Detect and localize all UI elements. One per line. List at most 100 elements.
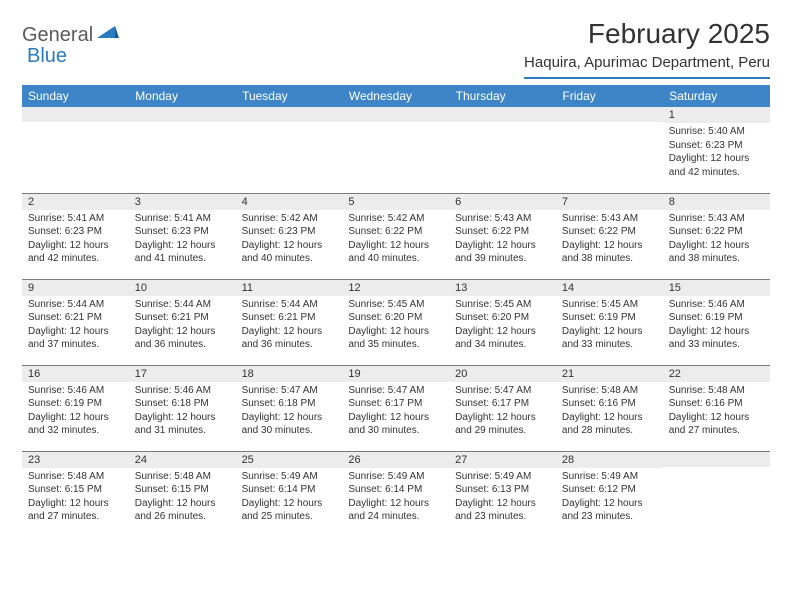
day-number (449, 107, 556, 122)
title-block: February 2025 Haquira, Apurimac Departme… (524, 18, 770, 79)
day-number: 17 (129, 366, 236, 382)
calendar-day-cell: 20Sunrise: 5:47 AMSunset: 6:17 PMDayligh… (449, 365, 556, 451)
brand-mark-icon (97, 24, 119, 47)
sunset-text: Sunset: 6:20 PM (455, 311, 550, 325)
calendar-day-cell: 17Sunrise: 5:46 AMSunset: 6:18 PMDayligh… (129, 365, 236, 451)
calendar-day-cell: 11Sunrise: 5:44 AMSunset: 6:21 PMDayligh… (236, 279, 343, 365)
day-number: 15 (663, 280, 770, 296)
day-number (556, 107, 663, 122)
month-title: February 2025 (524, 18, 770, 50)
calendar-week-row: 1Sunrise: 5:40 AMSunset: 6:23 PMDaylight… (22, 107, 770, 193)
calendar-body: 1Sunrise: 5:40 AMSunset: 6:23 PMDaylight… (22, 107, 770, 537)
brand-part1: General (22, 24, 93, 47)
daylight-text: Daylight: 12 hours and 38 minutes. (562, 239, 657, 266)
sunset-text: Sunset: 6:20 PM (348, 311, 443, 325)
sunrise-text: Sunrise: 5:49 AM (348, 470, 443, 484)
day-number: 16 (22, 366, 129, 382)
weekday-header: Sunday (22, 85, 129, 107)
sunset-text: Sunset: 6:21 PM (135, 311, 230, 325)
calendar-day-cell (449, 107, 556, 193)
day-info: Sunrise: 5:45 AMSunset: 6:19 PMDaylight:… (556, 296, 663, 356)
daylight-text: Daylight: 12 hours and 38 minutes. (669, 239, 764, 266)
daylight-text: Daylight: 12 hours and 31 minutes. (135, 411, 230, 438)
day-info: Sunrise: 5:43 AMSunset: 6:22 PMDaylight:… (663, 210, 770, 270)
day-number: 20 (449, 366, 556, 382)
sunrise-text: Sunrise: 5:44 AM (135, 298, 230, 312)
calendar-day-cell: 13Sunrise: 5:45 AMSunset: 6:20 PMDayligh… (449, 279, 556, 365)
day-info: Sunrise: 5:40 AMSunset: 6:23 PMDaylight:… (663, 123, 770, 183)
sunset-text: Sunset: 6:14 PM (348, 483, 443, 497)
day-number: 10 (129, 280, 236, 296)
sunrise-text: Sunrise: 5:40 AM (669, 125, 764, 139)
day-number (342, 107, 449, 122)
sunrise-text: Sunrise: 5:48 AM (28, 470, 123, 484)
daylight-text: Daylight: 12 hours and 30 minutes. (348, 411, 443, 438)
calendar-day-cell: 18Sunrise: 5:47 AMSunset: 6:18 PMDayligh… (236, 365, 343, 451)
calendar-day-cell: 6Sunrise: 5:43 AMSunset: 6:22 PMDaylight… (449, 193, 556, 279)
sunrise-text: Sunrise: 5:48 AM (135, 470, 230, 484)
day-info: Sunrise: 5:49 AMSunset: 6:12 PMDaylight:… (556, 468, 663, 528)
day-number (22, 107, 129, 122)
day-info: Sunrise: 5:43 AMSunset: 6:22 PMDaylight:… (449, 210, 556, 270)
calendar-day-cell (556, 107, 663, 193)
day-number: 18 (236, 366, 343, 382)
sunrise-text: Sunrise: 5:46 AM (135, 384, 230, 398)
sunset-text: Sunset: 6:23 PM (669, 139, 764, 153)
sunrise-text: Sunrise: 5:47 AM (242, 384, 337, 398)
sunrise-text: Sunrise: 5:48 AM (669, 384, 764, 398)
calendar-day-cell (129, 107, 236, 193)
day-info: Sunrise: 5:47 AMSunset: 6:18 PMDaylight:… (236, 382, 343, 442)
day-info: Sunrise: 5:44 AMSunset: 6:21 PMDaylight:… (236, 296, 343, 356)
sunrise-text: Sunrise: 5:46 AM (28, 384, 123, 398)
calendar-day-cell: 28Sunrise: 5:49 AMSunset: 6:12 PMDayligh… (556, 451, 663, 537)
calendar-week-row: 23Sunrise: 5:48 AMSunset: 6:15 PMDayligh… (22, 451, 770, 537)
sunrise-text: Sunrise: 5:42 AM (242, 212, 337, 226)
day-info: Sunrise: 5:46 AMSunset: 6:19 PMDaylight:… (663, 296, 770, 356)
day-number: 7 (556, 194, 663, 210)
calendar-day-cell: 9Sunrise: 5:44 AMSunset: 6:21 PMDaylight… (22, 279, 129, 365)
daylight-text: Daylight: 12 hours and 39 minutes. (455, 239, 550, 266)
day-info: Sunrise: 5:46 AMSunset: 6:19 PMDaylight:… (22, 382, 129, 442)
sunrise-text: Sunrise: 5:45 AM (348, 298, 443, 312)
daylight-text: Daylight: 12 hours and 30 minutes. (242, 411, 337, 438)
calendar-week-row: 16Sunrise: 5:46 AMSunset: 6:19 PMDayligh… (22, 365, 770, 451)
day-info: Sunrise: 5:49 AMSunset: 6:13 PMDaylight:… (449, 468, 556, 528)
calendar-day-cell (236, 107, 343, 193)
calendar-week-row: 9Sunrise: 5:44 AMSunset: 6:21 PMDaylight… (22, 279, 770, 365)
day-number (663, 452, 770, 467)
calendar-day-cell: 8Sunrise: 5:43 AMSunset: 6:22 PMDaylight… (663, 193, 770, 279)
day-info: Sunrise: 5:42 AMSunset: 6:23 PMDaylight:… (236, 210, 343, 270)
sunset-text: Sunset: 6:19 PM (28, 397, 123, 411)
calendar-day-cell: 14Sunrise: 5:45 AMSunset: 6:19 PMDayligh… (556, 279, 663, 365)
daylight-text: Daylight: 12 hours and 28 minutes. (562, 411, 657, 438)
day-number: 14 (556, 280, 663, 296)
sunrise-text: Sunrise: 5:44 AM (242, 298, 337, 312)
day-info: Sunrise: 5:46 AMSunset: 6:18 PMDaylight:… (129, 382, 236, 442)
calendar-day-cell: 23Sunrise: 5:48 AMSunset: 6:15 PMDayligh… (22, 451, 129, 537)
calendar-day-cell: 21Sunrise: 5:48 AMSunset: 6:16 PMDayligh… (556, 365, 663, 451)
day-number: 21 (556, 366, 663, 382)
sunset-text: Sunset: 6:12 PM (562, 483, 657, 497)
calendar-day-cell: 26Sunrise: 5:49 AMSunset: 6:14 PMDayligh… (342, 451, 449, 537)
calendar-day-cell (22, 107, 129, 193)
sunrise-text: Sunrise: 5:41 AM (135, 212, 230, 226)
sunset-text: Sunset: 6:23 PM (135, 225, 230, 239)
day-info: Sunrise: 5:48 AMSunset: 6:16 PMDaylight:… (556, 382, 663, 442)
weekday-header: Saturday (663, 85, 770, 107)
day-number: 1 (663, 107, 770, 123)
sunrise-text: Sunrise: 5:42 AM (348, 212, 443, 226)
sunrise-text: Sunrise: 5:48 AM (562, 384, 657, 398)
weekday-header: Friday (556, 85, 663, 107)
daylight-text: Daylight: 12 hours and 37 minutes. (28, 325, 123, 352)
day-info: Sunrise: 5:48 AMSunset: 6:15 PMDaylight:… (129, 468, 236, 528)
day-number (129, 107, 236, 122)
day-number: 13 (449, 280, 556, 296)
brand-part2-wrap: Blue (27, 45, 67, 68)
daylight-text: Daylight: 12 hours and 42 minutes. (669, 152, 764, 179)
day-info: Sunrise: 5:44 AMSunset: 6:21 PMDaylight:… (129, 296, 236, 356)
calendar-day-cell: 3Sunrise: 5:41 AMSunset: 6:23 PMDaylight… (129, 193, 236, 279)
day-number: 6 (449, 194, 556, 210)
calendar-day-cell: 7Sunrise: 5:43 AMSunset: 6:22 PMDaylight… (556, 193, 663, 279)
day-info: Sunrise: 5:48 AMSunset: 6:16 PMDaylight:… (663, 382, 770, 442)
day-number: 4 (236, 194, 343, 210)
